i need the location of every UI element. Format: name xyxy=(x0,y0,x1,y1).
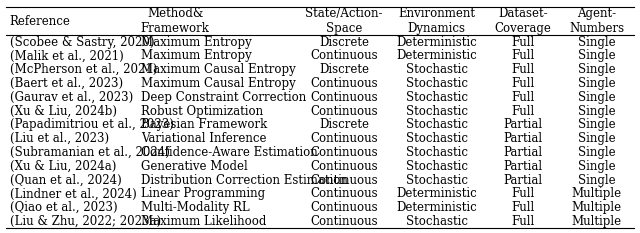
Text: Maximum Causal Entropy: Maximum Causal Entropy xyxy=(141,63,296,76)
Text: (Liu & Zhu, 2022; 2023a): (Liu & Zhu, 2022; 2023a) xyxy=(10,215,161,228)
Text: Single: Single xyxy=(578,174,616,187)
Text: Environment
Dynamics: Environment Dynamics xyxy=(398,7,476,35)
Text: Full: Full xyxy=(511,215,535,228)
Text: Agent-
Numbers: Agent- Numbers xyxy=(569,7,625,35)
Text: Method&
Framework: Method& Framework xyxy=(141,7,210,35)
Text: (Gaurav et al., 2023): (Gaurav et al., 2023) xyxy=(10,91,133,104)
Text: Single: Single xyxy=(578,49,616,62)
Text: Continuous: Continuous xyxy=(310,77,378,90)
Text: Multi-Modality RL: Multi-Modality RL xyxy=(141,201,250,214)
Text: Single: Single xyxy=(578,77,616,90)
Text: Full: Full xyxy=(511,49,535,62)
Text: Full: Full xyxy=(511,36,535,48)
Text: Reference: Reference xyxy=(10,15,70,27)
Text: Stochastic: Stochastic xyxy=(406,160,468,173)
Text: Deterministic: Deterministic xyxy=(396,187,477,200)
Text: Single: Single xyxy=(578,160,616,173)
Text: Deterministic: Deterministic xyxy=(396,201,477,214)
Text: Stochastic: Stochastic xyxy=(406,146,468,159)
Text: Bayesian Framework: Bayesian Framework xyxy=(141,118,267,131)
Text: Full: Full xyxy=(511,63,535,76)
Text: Partial: Partial xyxy=(504,146,543,159)
Text: Dataset-
Coverage: Dataset- Coverage xyxy=(495,7,552,35)
Text: Confidence-Aware Estimation: Confidence-Aware Estimation xyxy=(141,146,317,159)
Text: (Quan et al., 2024): (Quan et al., 2024) xyxy=(10,174,122,187)
Text: Multiple: Multiple xyxy=(572,187,622,200)
Text: Discrete: Discrete xyxy=(319,118,369,131)
Text: (Xu & Liu, 2024a): (Xu & Liu, 2024a) xyxy=(10,160,116,173)
Text: Stochastic: Stochastic xyxy=(406,132,468,145)
Text: Continuous: Continuous xyxy=(310,91,378,104)
Text: (Xu & Liu, 2024b): (Xu & Liu, 2024b) xyxy=(10,105,116,118)
Text: Discrete: Discrete xyxy=(319,36,369,48)
Text: Partial: Partial xyxy=(504,118,543,131)
Text: Single: Single xyxy=(578,63,616,76)
Text: Multiple: Multiple xyxy=(572,215,622,228)
Text: Multiple: Multiple xyxy=(572,201,622,214)
Text: (Subramanian et al., 2024): (Subramanian et al., 2024) xyxy=(10,146,170,159)
Text: (Lindner et al., 2024): (Lindner et al., 2024) xyxy=(10,187,136,200)
Text: Single: Single xyxy=(578,118,616,131)
Text: Distribution Correction Estimation: Distribution Correction Estimation xyxy=(141,174,348,187)
Text: Stochastic: Stochastic xyxy=(406,77,468,90)
Text: Continuous: Continuous xyxy=(310,201,378,214)
Text: Full: Full xyxy=(511,105,535,118)
Text: Generative Model: Generative Model xyxy=(141,160,248,173)
Text: (Qiao et al., 2023): (Qiao et al., 2023) xyxy=(10,201,117,214)
Text: Variational Inference: Variational Inference xyxy=(141,132,266,145)
Text: Full: Full xyxy=(511,201,535,214)
Text: Single: Single xyxy=(578,146,616,159)
Text: Deep Constraint Correction: Deep Constraint Correction xyxy=(141,91,306,104)
Text: Continuous: Continuous xyxy=(310,146,378,159)
Text: Single: Single xyxy=(578,105,616,118)
Text: Maximum Likelihood: Maximum Likelihood xyxy=(141,215,266,228)
Text: Continuous: Continuous xyxy=(310,160,378,173)
Text: Full: Full xyxy=(511,187,535,200)
Text: Full: Full xyxy=(511,77,535,90)
Text: Robust Optimization: Robust Optimization xyxy=(141,105,263,118)
Text: (McPherson et al., 2021): (McPherson et al., 2021) xyxy=(10,63,157,76)
Text: Stochastic: Stochastic xyxy=(406,215,468,228)
Text: Continuous: Continuous xyxy=(310,215,378,228)
Text: Continuous: Continuous xyxy=(310,187,378,200)
Text: Continuous: Continuous xyxy=(310,105,378,118)
Text: Stochastic: Stochastic xyxy=(406,174,468,187)
Text: Single: Single xyxy=(578,132,616,145)
Text: Continuous: Continuous xyxy=(310,174,378,187)
Text: (Liu et al., 2023): (Liu et al., 2023) xyxy=(10,132,109,145)
Text: (Papadimitriou et al., 2023): (Papadimitriou et al., 2023) xyxy=(10,118,173,131)
Text: Linear Programming: Linear Programming xyxy=(141,187,265,200)
Text: Deterministic: Deterministic xyxy=(396,36,477,48)
Text: Partial: Partial xyxy=(504,132,543,145)
Text: Discrete: Discrete xyxy=(319,63,369,76)
Text: Stochastic: Stochastic xyxy=(406,118,468,131)
Text: (Scobee & Sastry, 2020): (Scobee & Sastry, 2020) xyxy=(10,36,154,48)
Text: (Baert et al., 2023): (Baert et al., 2023) xyxy=(10,77,123,90)
Text: Stochastic: Stochastic xyxy=(406,91,468,104)
Text: Single: Single xyxy=(578,91,616,104)
Text: (Malik et al., 2021): (Malik et al., 2021) xyxy=(10,49,124,62)
Text: Deterministic: Deterministic xyxy=(396,49,477,62)
Text: State/Action-
Space: State/Action- Space xyxy=(305,7,383,35)
Text: Single: Single xyxy=(578,36,616,48)
Text: Continuous: Continuous xyxy=(310,132,378,145)
Text: Stochastic: Stochastic xyxy=(406,105,468,118)
Text: Maximum Entropy: Maximum Entropy xyxy=(141,36,252,48)
Text: Partial: Partial xyxy=(504,174,543,187)
Text: Stochastic: Stochastic xyxy=(406,63,468,76)
Text: Full: Full xyxy=(511,91,535,104)
Text: Continuous: Continuous xyxy=(310,49,378,62)
Text: Maximum Causal Entropy: Maximum Causal Entropy xyxy=(141,77,296,90)
Text: Partial: Partial xyxy=(504,160,543,173)
Text: Maximum Entropy: Maximum Entropy xyxy=(141,49,252,62)
